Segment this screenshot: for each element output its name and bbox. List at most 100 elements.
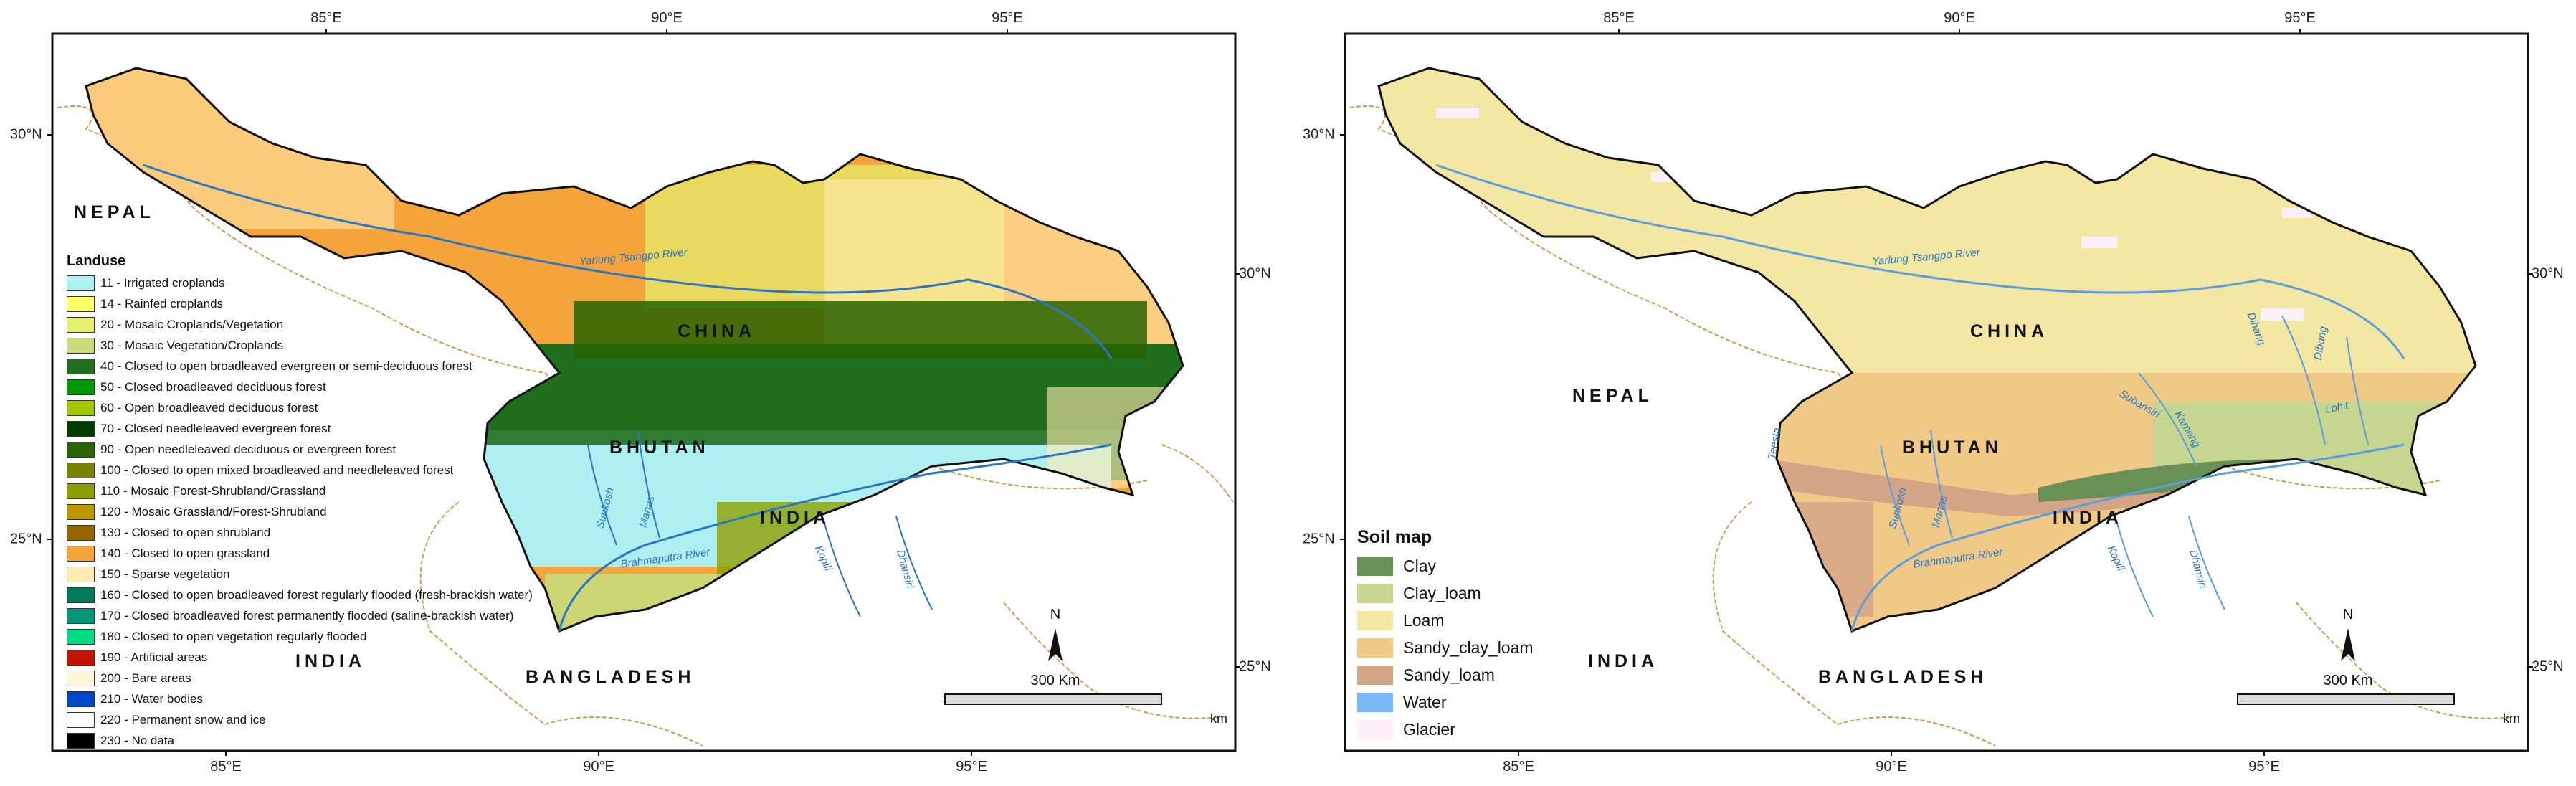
legend-item: 20 - Mosaic Croplands/Vegetation bbox=[67, 314, 533, 335]
label-india-south: INDIA bbox=[1588, 651, 1659, 671]
legend-label: 160 - Closed to open broadleaved forest … bbox=[100, 587, 533, 602]
legend-swatch bbox=[67, 503, 95, 520]
tributary-line bbox=[2346, 336, 2369, 445]
legend-swatch bbox=[67, 649, 95, 666]
legend-label: 14 - Rainfed croplands bbox=[100, 296, 224, 311]
tick-right-25n: 25°N bbox=[1239, 658, 1271, 675]
label-bhutan: BHUTAN bbox=[609, 437, 710, 458]
legend-item: 160 - Closed to open broadleaved forest … bbox=[67, 584, 533, 605]
tick-bottom-90e: 90°E bbox=[1876, 759, 1907, 775]
legend-label: Water bbox=[1403, 692, 1447, 711]
legend-label: 140 - Closed to open grassland bbox=[100, 546, 270, 560]
legend-item: Water bbox=[1357, 688, 1534, 716]
legend-label: 180 - Closed to open vegetation regularl… bbox=[100, 629, 367, 643]
tick-left-25n: 25°N bbox=[1303, 531, 1335, 547]
legend-label: 230 - No data bbox=[100, 733, 175, 747]
basin-boundary bbox=[1377, 67, 2477, 633]
legend-item: Clay_loam bbox=[1357, 579, 1534, 607]
legend-swatch bbox=[67, 295, 95, 312]
legend-label: 190 - Artificial areas bbox=[100, 650, 208, 664]
label-india-east: INDIA bbox=[2053, 508, 2124, 528]
tick-bottom-85e: 85°E bbox=[1503, 759, 1534, 775]
legend-item: 150 - Sparse vegetation bbox=[67, 564, 533, 584]
legend-item: 30 - Mosaic Vegetation/Croplands bbox=[67, 335, 533, 356]
landuse-map bbox=[47, 29, 1240, 756]
legend-swatch bbox=[1357, 719, 1393, 739]
label-nepal: NEPAL bbox=[1572, 386, 1653, 406]
legend-swatch bbox=[67, 358, 95, 374]
label-india-south: INDIA bbox=[295, 651, 366, 671]
tributary-line bbox=[824, 523, 861, 617]
label-china: CHINA bbox=[678, 321, 756, 341]
legend-item: 100 - Closed to open mixed broadleaved a… bbox=[67, 460, 533, 480]
legend-label: 50 - Closed broadleaved deciduous forest bbox=[100, 379, 326, 394]
country-border bbox=[1003, 602, 1220, 719]
north-letter: N bbox=[1050, 607, 1061, 622]
legend-item: 170 - Closed broadleaved forest permanen… bbox=[67, 605, 533, 626]
legend-item: 14 - Rainfed croplands bbox=[67, 293, 533, 314]
legend-label: 130 - Closed to open shrubland bbox=[100, 525, 271, 539]
legend-item: 180 - Closed to open vegetation regularl… bbox=[67, 626, 533, 647]
legend-label: 100 - Closed to open mixed broadleaved a… bbox=[100, 463, 454, 477]
legend-item: 60 - Open broadleaved deciduous forest bbox=[67, 397, 533, 418]
legend-swatch bbox=[67, 670, 95, 686]
legend-item: 200 - Bare areas bbox=[67, 668, 533, 688]
label-bangladesh: BANGLADESH bbox=[1818, 667, 1988, 687]
legend-label: 70 - Closed needleleaved evergreen fores… bbox=[100, 421, 331, 435]
legend-label: Sandy_loam bbox=[1403, 665, 1495, 684]
tributary-line bbox=[2188, 516, 2225, 610]
tick-left-30n: 30°N bbox=[1303, 126, 1335, 143]
tick-top-85e: 85°E bbox=[1603, 10, 1635, 26]
brahmaputra-line bbox=[558, 443, 1112, 632]
legend-label: 90 - Open needleleaved deciduous or ever… bbox=[100, 442, 396, 456]
legend-item: 130 - Closed to open shrubland bbox=[67, 522, 533, 543]
tick-bottom-85e: 85°E bbox=[210, 759, 242, 775]
scale-label: 300 Km bbox=[2323, 673, 2373, 688]
legend-item: Sandy_loam bbox=[1357, 661, 1534, 688]
legend-label: 40 - Closed to open broadleaved evergree… bbox=[100, 359, 472, 373]
legend-swatch bbox=[67, 732, 95, 749]
legend-label: 150 - Sparse vegetation bbox=[100, 567, 230, 581]
tributary-line bbox=[587, 444, 617, 546]
legend-swatch bbox=[67, 607, 95, 624]
legend-swatch bbox=[67, 275, 95, 291]
north-arrow-icon bbox=[1048, 628, 1063, 661]
yarlung-tsangpo-line bbox=[143, 164, 1113, 359]
legend-swatch bbox=[67, 379, 95, 395]
legend-swatch bbox=[67, 420, 95, 437]
legend-title: Soil map bbox=[1357, 527, 1432, 547]
legend-item: 50 - Closed broadleaved deciduous forest bbox=[67, 377, 533, 397]
tick-bottom-95e: 95°E bbox=[956, 759, 987, 775]
grid-ticks bbox=[47, 29, 1240, 756]
tick-bottom-90e: 90°E bbox=[583, 759, 614, 775]
legend-swatch bbox=[67, 462, 95, 478]
legend-swatch bbox=[67, 545, 95, 562]
legend-item: Sandy_clay_loam bbox=[1357, 634, 1534, 661]
legend-item: 190 - Artificial areas bbox=[67, 647, 533, 668]
legend-label: 20 - Mosaic Croplands/Vegetation bbox=[100, 317, 284, 331]
legend-title: Landuse bbox=[67, 253, 126, 269]
legend-swatch bbox=[67, 483, 95, 499]
legend-label: 11 - Irrigated croplands bbox=[100, 275, 225, 290]
tributary-line bbox=[2281, 315, 2326, 445]
legend-label: 210 - Water bodies bbox=[100, 691, 203, 706]
legend-item: Clay bbox=[1357, 552, 1534, 579]
legend-item: Loam bbox=[1357, 607, 1534, 634]
tick-top-95e: 95°E bbox=[992, 10, 1023, 26]
scale-bar bbox=[2237, 693, 2455, 705]
yarlung-tsangpo-line bbox=[1435, 164, 2405, 359]
tick-top-85e: 85°E bbox=[310, 10, 342, 26]
tributary-line bbox=[637, 430, 660, 539]
legend-swatch bbox=[1357, 610, 1393, 630]
tributary-line bbox=[895, 516, 933, 610]
legend-item: 220 - Permanent snow and ice bbox=[67, 709, 533, 730]
brahmaputra-line bbox=[1850, 443, 2405, 632]
north-arrow-icon bbox=[2341, 628, 2355, 661]
legend-item: 120 - Mosaic Grassland/Forest-Shrubland bbox=[67, 501, 533, 522]
legend-label: Sandy_clay_loam bbox=[1403, 638, 1534, 657]
legend-label: 30 - Mosaic Vegetation/Croplands bbox=[100, 338, 284, 352]
legend-item: 70 - Closed needleleaved evergreen fores… bbox=[67, 418, 533, 439]
scale-label: 300 Km bbox=[1030, 673, 1080, 688]
label-india-east: INDIA bbox=[760, 508, 831, 528]
legend-items: Clay Clay_loam Loam Sandy_clay_loam Sandy_lo… bbox=[1357, 552, 1534, 743]
